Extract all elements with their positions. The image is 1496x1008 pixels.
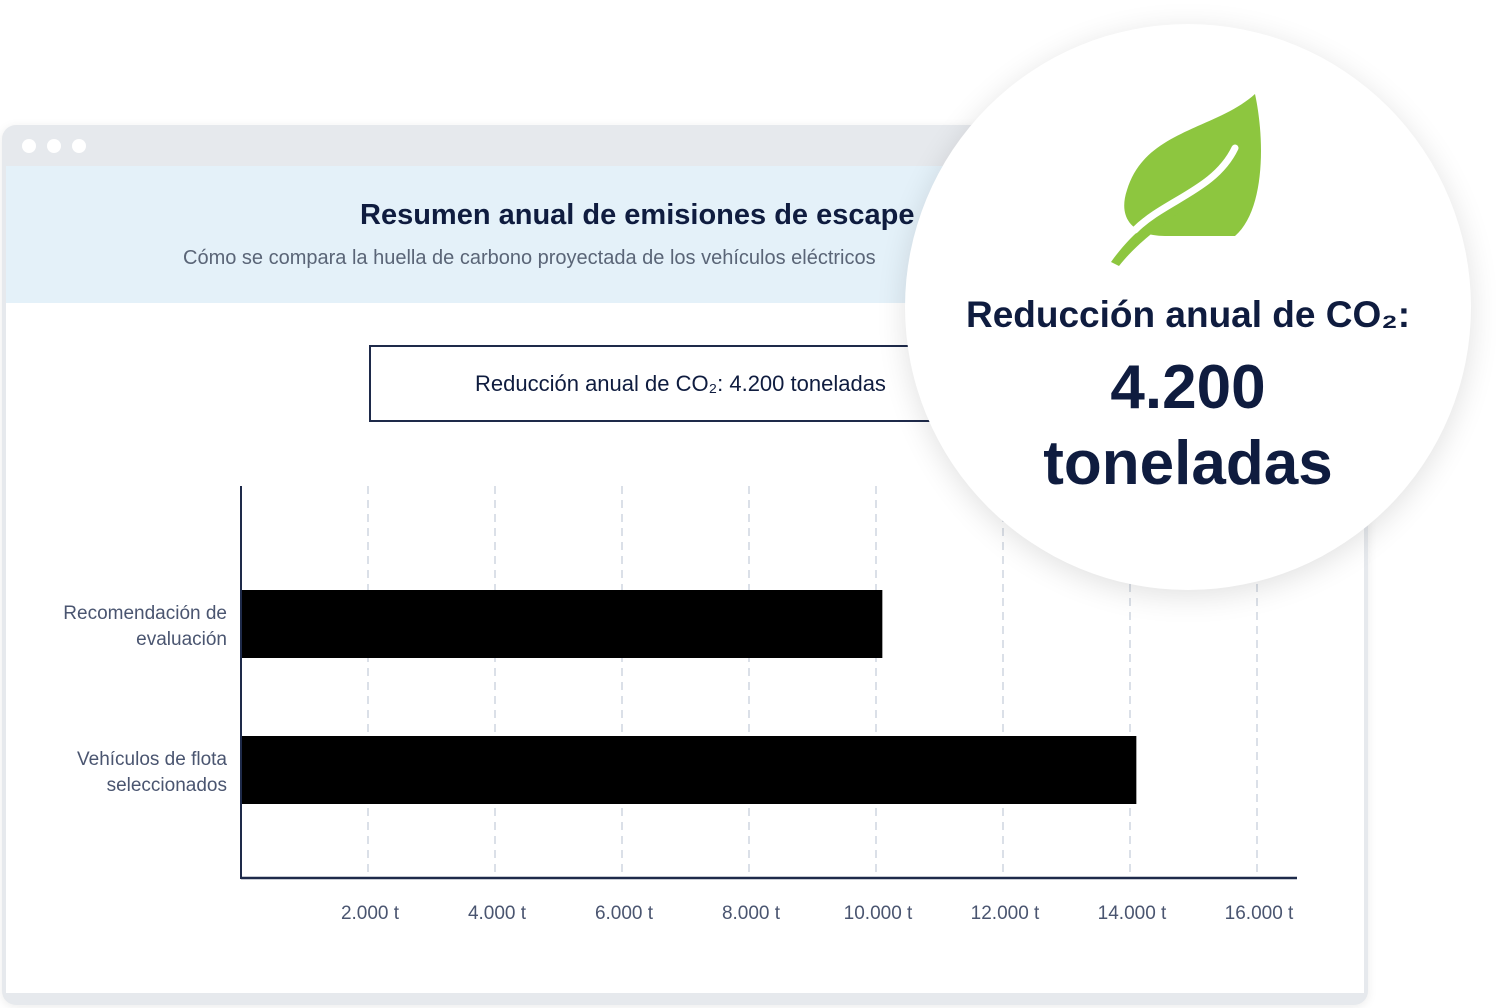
window-dot[interactable]: [22, 139, 36, 153]
y-category-label: Recomendación de: [63, 603, 227, 624]
co2-callout: Reducción anual de CO₂: 4.200 toneladas: [905, 24, 1471, 590]
callout-value: 4.200 toneladas: [905, 350, 1471, 502]
x-tick-label: 10.000 t: [844, 903, 913, 924]
summary-box: Reducción anual de CO₂: 4.200 toneladas: [369, 345, 969, 422]
callout-number: 4.200: [1110, 353, 1266, 422]
window-controls: [22, 139, 86, 153]
callout-label: Reducción anual de CO₂:: [965, 294, 1411, 335]
callout-unit: toneladas: [1043, 429, 1333, 498]
y-category-label: evaluación: [136, 629, 227, 650]
leaf-icon: [1111, 94, 1261, 266]
x-tick-label: 6.000 t: [595, 903, 654, 924]
bar: [241, 736, 1137, 804]
window-dot[interactable]: [72, 139, 86, 153]
page-subtitle: Cómo se compara la huella de carbono pro…: [183, 247, 876, 269]
x-tick-label: 2.000 t: [341, 903, 400, 924]
x-tick-label: 4.000 t: [468, 903, 527, 924]
y-category-label: Vehículos de flota: [77, 749, 227, 770]
x-tick-label: 14.000 t: [1098, 903, 1167, 924]
y-category-label: seleccionados: [107, 775, 227, 796]
window-dot[interactable]: [47, 139, 61, 153]
x-tick-label: 8.000 t: [722, 903, 781, 924]
summary-text: Reducción anual de CO₂: 4.200 toneladas: [475, 370, 886, 396]
x-tick-label: 16.000 t: [1225, 903, 1294, 924]
x-tick-label: 12.000 t: [971, 903, 1040, 924]
bar: [241, 590, 883, 658]
page-title: Resumen anual de emisiones de escape: [360, 199, 915, 231]
